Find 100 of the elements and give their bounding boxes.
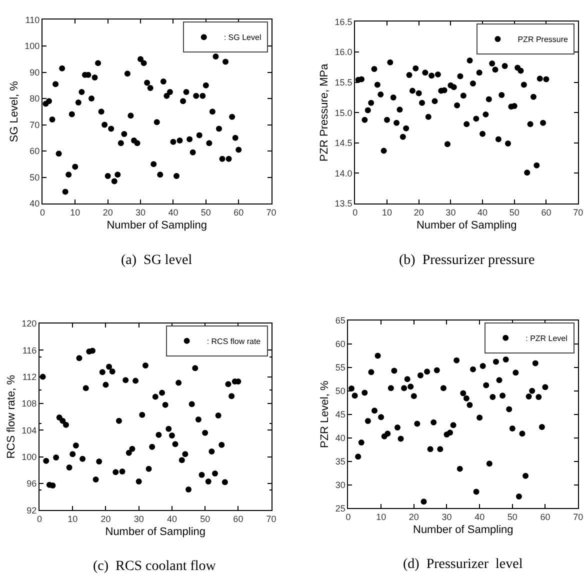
x-tick-label: 40 <box>168 207 178 218</box>
y-tick-label: 55 <box>335 362 346 373</box>
point <box>466 58 473 64</box>
point <box>228 393 235 400</box>
point <box>132 378 139 384</box>
point <box>78 88 85 95</box>
point <box>172 441 178 448</box>
y-tick-label: 50 <box>30 172 40 182</box>
point <box>394 120 400 126</box>
point <box>348 386 355 392</box>
point <box>53 454 60 461</box>
point <box>502 62 508 69</box>
point <box>536 76 543 82</box>
point <box>428 72 435 79</box>
point <box>98 108 104 115</box>
point <box>212 470 218 477</box>
point <box>186 136 193 142</box>
y-tick-label: 35 <box>335 456 346 466</box>
point <box>427 446 434 452</box>
x-tick-label: 70 <box>266 514 276 524</box>
y-tick-label: 15.5 <box>334 77 352 88</box>
point <box>206 140 212 146</box>
point <box>404 376 410 382</box>
x-tick-label: 10 <box>70 207 80 218</box>
y-tick-label: 16.0 <box>334 47 352 58</box>
x-axis-title: Number of Sampling <box>106 220 208 232</box>
legend-label: PZR Pressure <box>518 35 569 44</box>
x-tick-label: 60 <box>234 207 244 218</box>
x-tick-label: 60 <box>541 207 552 218</box>
y-tick-label: 50 <box>335 386 346 396</box>
point <box>364 107 371 114</box>
point <box>391 368 398 374</box>
y-tick-label: 110 <box>25 14 40 25</box>
x-axis-title: Number of Sampling <box>105 526 206 538</box>
point <box>527 121 534 128</box>
point <box>186 486 192 493</box>
point <box>482 111 489 118</box>
text: (b) Pressurizer pressure <box>399 253 535 268</box>
point <box>146 466 152 472</box>
point <box>368 100 374 106</box>
point <box>52 81 59 88</box>
x-tick-label: 20 <box>414 207 424 218</box>
point <box>112 469 119 476</box>
point <box>500 392 506 399</box>
y-tick-label: 25 <box>335 503 346 514</box>
point <box>355 454 362 460</box>
point <box>121 130 128 137</box>
point <box>99 369 106 376</box>
point <box>144 80 150 86</box>
point <box>486 96 492 102</box>
point <box>388 385 394 392</box>
x-tick-label: 40 <box>478 207 488 218</box>
point <box>198 472 205 478</box>
point <box>119 468 126 475</box>
point <box>68 111 75 118</box>
point <box>406 72 412 78</box>
point <box>368 369 374 376</box>
point <box>89 348 96 354</box>
point <box>486 460 492 467</box>
y-tick-label: 70 <box>30 120 40 130</box>
point <box>417 372 424 378</box>
x-tick-label: 50 <box>200 514 210 524</box>
x-tick-label: 60 <box>233 514 244 524</box>
point <box>139 412 146 418</box>
point <box>362 390 368 396</box>
point <box>149 444 156 450</box>
point <box>164 92 170 99</box>
y-tick-label: 92 <box>26 505 37 516</box>
point <box>196 132 202 138</box>
point <box>182 451 188 458</box>
x-tick-label: 50 <box>509 207 520 218</box>
point <box>473 116 480 122</box>
point <box>202 82 209 88</box>
x-tick-label: 70 <box>266 207 276 218</box>
point <box>463 395 470 402</box>
point <box>495 136 502 142</box>
y-tick-label: 40 <box>30 198 40 209</box>
point <box>96 458 102 465</box>
x-tick-label: 0 <box>40 207 45 218</box>
x-tick-label: 20 <box>102 207 113 218</box>
point <box>106 364 112 370</box>
point <box>364 418 371 424</box>
point <box>384 430 391 437</box>
x-tick-label: 10 <box>382 207 392 218</box>
point <box>138 56 144 62</box>
y-tick-label: 14.0 <box>334 168 352 178</box>
point <box>159 390 166 396</box>
point <box>447 430 454 436</box>
point <box>195 416 202 422</box>
point <box>156 432 162 438</box>
point <box>70 451 76 458</box>
point <box>432 98 438 104</box>
point <box>454 102 460 108</box>
point <box>440 385 446 392</box>
point <box>420 498 427 505</box>
y-tick-label: 96 <box>26 478 37 489</box>
y-tick-label: 60 <box>335 339 346 350</box>
point <box>409 88 416 94</box>
point <box>473 488 480 495</box>
legend-label: : SG Level <box>224 33 262 42</box>
